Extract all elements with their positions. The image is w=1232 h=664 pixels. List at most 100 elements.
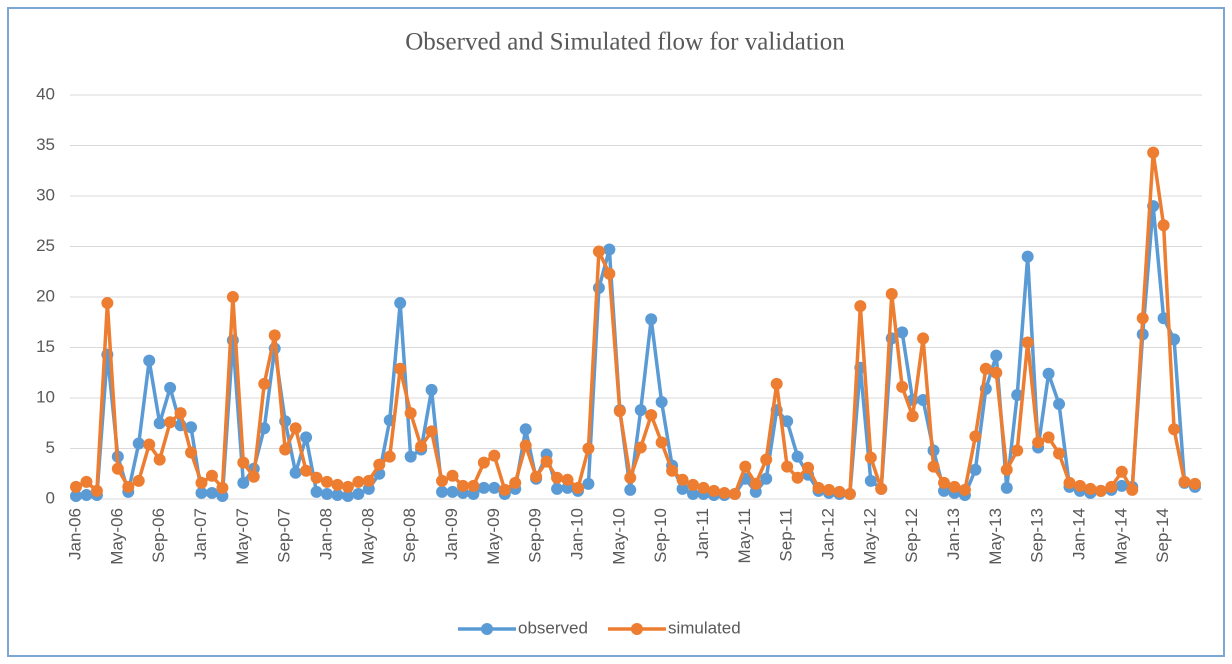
data-point [132,474,145,487]
data-point [969,463,982,476]
data-point [289,466,302,479]
data-point [132,437,145,450]
data-point [885,287,898,300]
data-point [331,478,344,491]
data-point [164,416,177,429]
chart-title: Observed and Simulated flow for validati… [405,29,845,56]
data-point [331,488,344,501]
data-point [111,462,124,475]
data-point [237,476,250,489]
data-point [519,439,532,452]
data-point [90,484,103,497]
x-tick-label: Sep-14 [1153,508,1172,563]
data-point [1126,483,1139,496]
data-point [488,481,501,494]
data-point [938,476,951,489]
x-tick-label: May-14 [1111,508,1130,565]
data-point [906,410,919,423]
data-point [582,477,595,490]
data-point [101,297,114,310]
x-tick-label: May-08 [358,508,377,565]
data-point [320,487,333,500]
data-point [289,422,302,435]
data-point [760,453,773,466]
data-point [927,460,940,473]
data-point [509,476,522,489]
data-point [624,471,637,484]
data-point [436,485,449,498]
data-point [1178,475,1191,488]
data-point [425,425,438,438]
x-tick-label: Sep-07 [275,508,294,563]
y-tick-label: 25 [36,236,55,255]
y-tick-label: 15 [36,337,55,356]
data-point [352,487,365,500]
data-point [1021,336,1034,349]
x-tick-label: Sep-09 [526,508,545,563]
data-point [603,267,616,280]
y-tick-label: 0 [46,488,55,507]
y-tick-label: 30 [36,185,55,204]
y-tick-label: 40 [36,84,55,103]
x-tick-label: Sep-11 [777,508,796,562]
data-point [415,440,428,453]
data-point [1000,463,1013,476]
data-point [1189,477,1201,490]
data-point [822,483,835,496]
data-point [864,451,877,464]
data-point [477,481,490,494]
data-point [216,481,229,494]
data-point [896,326,909,339]
data-point [394,362,407,375]
data-point [174,407,187,420]
data-point [854,300,867,313]
data-point [917,394,930,407]
x-tick-label: Sep-10 [651,508,670,563]
data-point [300,464,313,477]
data-point [645,409,658,422]
data-point [802,461,815,474]
data-point [571,481,584,494]
data-point [634,404,647,417]
data-point [143,354,156,367]
data-point [1042,367,1055,380]
data-point [1053,398,1066,411]
data-point [990,349,1003,362]
legend-label: observed [518,618,588,637]
data-point [320,475,333,488]
data-point [655,436,668,449]
x-tick-label: Sep-12 [902,508,921,563]
data-point [781,415,794,428]
data-point [791,450,804,463]
data-point [875,482,888,495]
data-point [969,430,982,443]
data-point [498,483,511,496]
x-tick-label: May-12 [860,508,879,565]
data-point [70,489,82,502]
data-point [446,469,459,482]
data-point [864,474,877,487]
data-point [1073,479,1086,492]
x-tick-label: May-13 [986,508,1005,565]
data-point [561,473,574,486]
data-point [341,480,354,493]
data-point [153,417,166,430]
data-point [1115,465,1128,478]
data-point [279,443,292,456]
data-point [645,313,658,326]
data-point [749,477,762,490]
x-tick-label: Jan-09 [442,508,461,560]
data-point [958,483,971,496]
x-tick-label: Sep-06 [149,508,168,563]
legend-label: simulated [668,618,741,637]
data-point [687,487,700,500]
data-point [634,441,647,454]
data-point [624,483,637,496]
data-point [990,366,1003,379]
data-point [164,381,177,394]
data-point [153,453,166,466]
data-point [268,329,281,342]
data-point [80,488,93,501]
x-tick-label: Jan-14 [1069,508,1088,560]
data-point [1147,146,1160,159]
